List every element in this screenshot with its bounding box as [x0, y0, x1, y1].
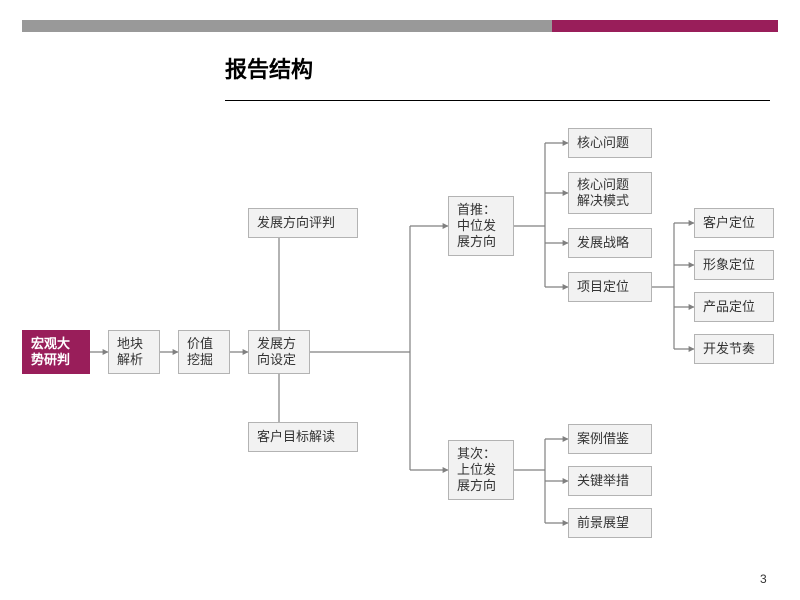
node-n_up: 其次： 上位发 展方向 — [448, 440, 514, 500]
node-n_qjzw: 前景展望 — [568, 508, 652, 538]
flow-connectors — [0, 0, 800, 600]
node-n_cpdw: 产品定位 — [694, 292, 774, 322]
page-number: 3 — [760, 572, 767, 586]
node-root: 宏观大 势研判 — [22, 330, 90, 374]
page-title: 报告结构 — [225, 52, 313, 84]
title-rule — [225, 100, 770, 101]
node-n_xxdw: 形象定位 — [694, 250, 774, 280]
header-bar-gray — [22, 20, 552, 32]
node-n_xmdw: 项目定位 — [568, 272, 652, 302]
node-n_gjjc: 关键举措 — [568, 466, 652, 496]
node-n_mid: 首推： 中位发 展方向 — [448, 196, 514, 256]
node-n_fzzl: 发展战略 — [568, 228, 652, 258]
node-n_hxwt: 核心问题 — [568, 128, 652, 158]
node-n_aljj: 案例借鉴 — [568, 424, 652, 454]
node-n_di: 地块 解析 — [108, 330, 160, 374]
node-n_jz: 价值 挖掘 — [178, 330, 230, 374]
node-n_fxpp: 发展方向评判 — [248, 208, 358, 238]
node-n_khdw: 客户定位 — [694, 208, 774, 238]
node-n_hxms: 核心问题 解决模式 — [568, 172, 652, 214]
node-n_fx: 发展方 向设定 — [248, 330, 310, 374]
node-n_kfjz: 开发节奏 — [694, 334, 774, 364]
header-bar-accent — [552, 20, 778, 32]
node-n_khmb: 客户目标解读 — [248, 422, 358, 452]
